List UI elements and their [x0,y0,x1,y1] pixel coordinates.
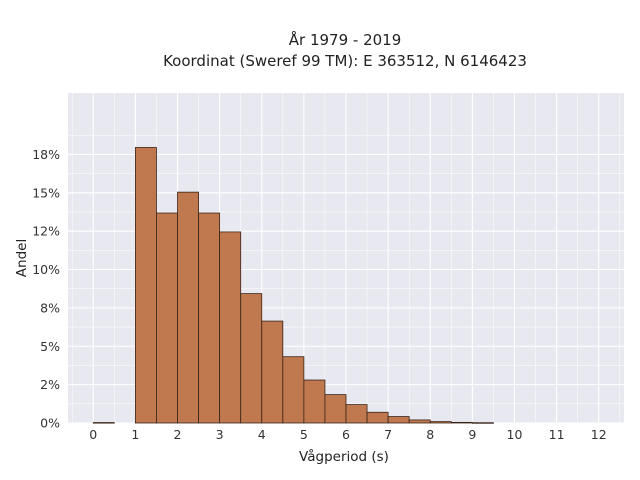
bars-group [92,147,494,424]
y-tick-label: 10% [32,262,60,277]
histogram-bar [92,422,115,424]
histogram-bar [366,411,389,424]
y-tick-label: 12% [32,224,60,239]
y-axis-label: Andel [14,239,30,277]
x-axis-label: Vågperiod (s) [299,448,389,465]
histogram-bar [429,421,452,424]
x-tick-label: 12 [591,427,607,442]
histogram-bar [387,416,410,424]
chart-title-line2: Koordinat (Sweref 99 TM): E 363512, N 61… [163,52,527,70]
x-tick-label: 0 [89,427,97,442]
x-tick-label: 5 [300,427,308,442]
histogram-bar [261,320,284,424]
histogram-bar [177,191,199,424]
histogram-bar [408,419,431,424]
chart-title-line1: År 1979 - 2019 [289,30,402,49]
histogram-bar [156,212,178,424]
histogram-bar [134,147,157,424]
histogram-bar [450,421,473,424]
x-tick-label: 3 [216,427,224,442]
histogram-bar [471,422,494,424]
y-tick-label: 18% [32,147,60,162]
y-tick-label: 5% [40,339,60,354]
x-tick-label: 4 [258,427,266,442]
y-axis-ticks: 0% 2% 5% 8% 10% 12% 15% 18% [32,147,60,431]
histogram-bar [198,212,221,424]
y-tick-label: 8% [40,300,60,315]
x-tick-label: 10 [507,427,523,442]
histogram-bar [324,394,347,424]
histogram-bar [219,231,242,424]
x-tick-label: 9 [468,427,476,442]
histogram-bar [303,379,326,424]
histogram-bar [240,293,263,424]
x-tick-label: 2 [174,427,182,442]
x-tick-label: 7 [384,427,392,442]
x-tick-label: 8 [426,427,434,442]
x-axis-ticks: 0 1 2 3 4 5 6 7 8 9 10 11 12 [89,427,606,442]
x-tick-label: 11 [549,427,565,442]
y-tick-label: 0% [40,416,60,431]
x-tick-label: 6 [342,427,350,442]
x-tick-label: 1 [131,427,139,442]
histogram-bar [345,404,368,424]
y-tick-label: 2% [40,377,60,392]
histogram-bar [282,356,305,424]
y-tick-label: 15% [32,185,60,200]
